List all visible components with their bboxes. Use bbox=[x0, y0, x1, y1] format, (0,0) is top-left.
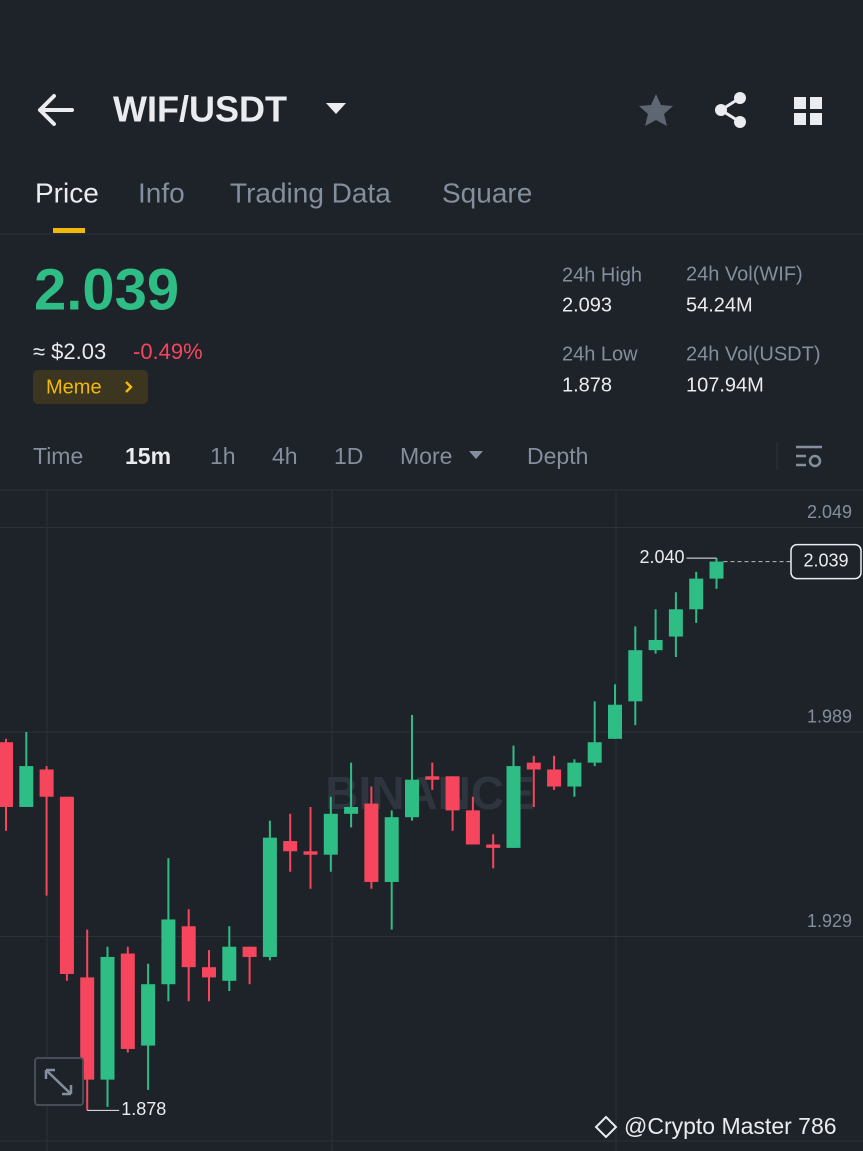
grid-icon[interactable] bbox=[794, 97, 822, 125]
candle-body bbox=[668, 609, 683, 637]
candle-body bbox=[141, 984, 156, 1046]
candle-body bbox=[405, 779, 419, 818]
settings-gear bbox=[808, 454, 822, 468]
candle-body bbox=[283, 841, 298, 852]
candle-body bbox=[202, 967, 216, 978]
candle-body bbox=[100, 956, 115, 1080]
share-lines bbox=[718, 96, 741, 124]
interval[interactable]: 1h bbox=[210, 443, 236, 469]
price-change: -0.49% bbox=[133, 339, 203, 364]
stat-label: 24h Vol(USDT) bbox=[686, 343, 821, 365]
grid-cell bbox=[810, 97, 822, 109]
interval[interactable]: 15m bbox=[125, 443, 171, 469]
settings-icon[interactable] bbox=[796, 445, 822, 468]
stat-label: 24h Vol(WIF) bbox=[686, 263, 803, 285]
min-marker-label: 1.878 bbox=[121, 1099, 166, 1119]
candle-body bbox=[526, 762, 541, 770]
candle-body bbox=[242, 946, 257, 957]
candle-body bbox=[19, 766, 34, 807]
chart-watermark: BINANCE bbox=[325, 767, 535, 819]
pair-dropdown[interactable] bbox=[326, 103, 346, 114]
candle-body bbox=[425, 776, 440, 780]
stat-value: 107.94M bbox=[686, 374, 764, 396]
tab[interactable]: Square bbox=[442, 177, 532, 208]
interval[interactable]: More bbox=[400, 443, 452, 469]
tag-badge[interactable] bbox=[33, 370, 148, 404]
last-price: 2.039 bbox=[34, 257, 179, 322]
share-icon[interactable] bbox=[715, 92, 746, 128]
tab[interactable]: Info bbox=[138, 177, 185, 208]
stat-label: 24h Low bbox=[562, 343, 638, 365]
more-dropdown[interactable] bbox=[469, 451, 483, 459]
interval[interactable]: 1D bbox=[334, 443, 363, 469]
settings-lines bbox=[796, 445, 822, 467]
candle-body bbox=[547, 769, 562, 787]
grid-cell bbox=[810, 113, 822, 125]
pair-title[interactable]: WIF/USDT bbox=[113, 89, 287, 130]
candle-body bbox=[709, 561, 724, 579]
tab-indicator bbox=[53, 228, 85, 233]
last-price-box bbox=[790, 543, 862, 580]
candle-body bbox=[344, 806, 359, 814]
interval[interactable]: 4h bbox=[272, 443, 298, 469]
tag-chevron bbox=[125, 381, 133, 393]
candle-body bbox=[384, 817, 399, 882]
candle-body bbox=[608, 704, 622, 739]
candle-body bbox=[222, 946, 237, 981]
candle-body bbox=[445, 776, 460, 811]
interval[interactable]: Time bbox=[33, 443, 83, 469]
usd-price: ≈ $2.03 bbox=[33, 339, 106, 364]
tag[interactable]: Meme bbox=[46, 376, 102, 398]
candle-body bbox=[506, 766, 521, 848]
y-tick-label: 1.929 bbox=[807, 911, 852, 931]
candle-body bbox=[120, 953, 135, 1049]
grid-cell bbox=[794, 113, 806, 125]
expand-arrows bbox=[44, 1068, 73, 1096]
candle-body bbox=[567, 762, 582, 787]
last-price-label: 2.039 bbox=[803, 550, 848, 570]
candle-body bbox=[80, 977, 95, 1080]
candle-body bbox=[648, 639, 663, 651]
back-arrow bbox=[38, 94, 74, 126]
stat-value: 1.878 bbox=[562, 374, 612, 396]
candle-body bbox=[303, 851, 318, 855]
favorite-icon[interactable] bbox=[639, 94, 673, 126]
grid-cell bbox=[794, 97, 806, 109]
stat-value: 54.24M bbox=[686, 294, 753, 316]
y-tick-label: 2.049 bbox=[807, 502, 852, 522]
candlestick-chart: BINANCE 2.049 1.989 1.929 2.040 1.878 2.039 bbox=[0, 490, 863, 1151]
back-button[interactable] bbox=[38, 94, 74, 126]
candle-body bbox=[587, 742, 602, 763]
watermark-logo bbox=[594, 1115, 618, 1139]
candle-body bbox=[465, 810, 480, 845]
y-tick-label: 1.989 bbox=[807, 707, 852, 727]
candle-body bbox=[0, 742, 13, 807]
candle-body bbox=[161, 919, 176, 985]
stat-value: 2.093 bbox=[562, 294, 612, 316]
watermark: @Crypto Master 786 bbox=[624, 1113, 837, 1139]
tab[interactable]: Trading Data bbox=[230, 177, 391, 208]
candle-body bbox=[628, 650, 643, 702]
candle-body bbox=[689, 578, 704, 610]
expand-button[interactable] bbox=[34, 1057, 84, 1106]
candle-body bbox=[39, 769, 54, 797]
candle-body bbox=[364, 803, 379, 882]
tab[interactable]: Price bbox=[35, 177, 99, 208]
candle-body bbox=[323, 813, 338, 855]
candle-body bbox=[486, 844, 501, 848]
interval[interactable]: Depth bbox=[527, 443, 588, 469]
max-marker-label: 2.040 bbox=[639, 547, 684, 567]
candle-body bbox=[181, 926, 196, 968]
candle-body bbox=[59, 796, 74, 974]
stat-label: 24h High bbox=[562, 264, 642, 286]
candle-body bbox=[262, 837, 277, 957]
